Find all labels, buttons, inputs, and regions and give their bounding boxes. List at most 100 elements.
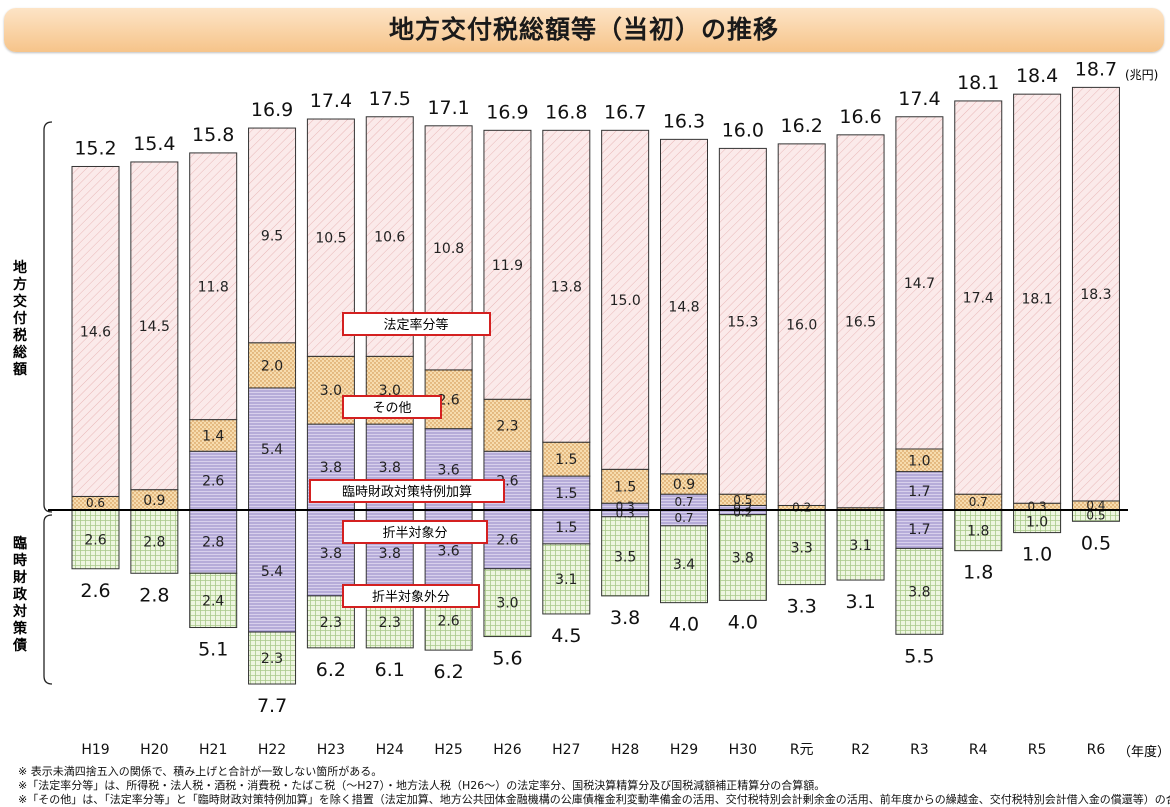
bar-upper-hotei-H19 (71, 165, 120, 497)
x-tick-H27: H27 (552, 742, 580, 758)
bar-upper-hotei-R4 (954, 100, 1003, 495)
bar-upper-sonota-H22 (248, 342, 297, 389)
total-upper-H23: 17.4 (310, 90, 352, 112)
bar-lower-seppangai-H28 (601, 516, 650, 597)
label-lower-rinzai_kasan-H27: 1.5 (555, 520, 577, 536)
bar-lower-seppangai-R3 (895, 547, 944, 635)
total-upper-H27: 16.8 (545, 101, 587, 123)
label-lower-seppangai-H21: 2.4 (202, 593, 224, 609)
x-tick-H26: H26 (493, 742, 521, 758)
total-lower-R6: 0.5 (1081, 532, 1111, 554)
svg-text:法定率分等: 法定率分等 (383, 317, 448, 333)
label-lower-seppangai-H23: 2.3 (320, 615, 342, 631)
total-lower-H28: 3.8 (610, 607, 640, 629)
bar-upper-hotei-H20 (130, 161, 179, 491)
total-lower-R2: 3.1 (845, 591, 875, 613)
label-upper-hotei-R5: 18.1 (1022, 292, 1053, 308)
label-lower-rinzai_kasan-H23: 3.8 (320, 546, 342, 562)
label-lower-seppangai-H26: 3.0 (496, 596, 518, 612)
total-lower-H22: 7.7 (257, 695, 287, 717)
label-upper-sonota-H21: 1.4 (202, 428, 224, 444)
label-upper-rinzai_kasan-H25: 3.6 (437, 462, 459, 478)
x-tick-R2: R2 (851, 742, 870, 758)
callout-seppan: 折半対象分 (342, 520, 488, 544)
bar-upper-sonota-H27 (542, 441, 591, 477)
total-lower-H29: 4.0 (669, 614, 699, 636)
label-upper-sonota-H22: 2.0 (261, 358, 283, 374)
footnote-3: ※「その他」は、「法定率分等」と「臨時財政対策特例加算」を除く措置（法定加算、地… (18, 793, 1170, 806)
total-lower-H24: 6.1 (375, 659, 405, 681)
x-tick-H20: H20 (140, 742, 168, 758)
total-lower-H23: 6.2 (316, 659, 346, 681)
x-tick-H19: H19 (81, 742, 109, 758)
total-lower-H19: 2.6 (80, 580, 110, 602)
label-upper-hotei-H28: 15.0 (610, 293, 641, 309)
label-lower-rinzai_kasan-H22: 5.4 (261, 564, 283, 580)
total-upper-H28: 16.7 (604, 101, 646, 123)
svg-text:臨時財政対策特例加算: 臨時財政対策特例加算 (342, 484, 472, 500)
x-axis-ticks: H19 H20 H21 H22 H23 H24 H25 H26 H27 H28 H29 H30 R元 R2… (81, 742, 1105, 758)
svg-text:折半対象外分: 折半対象外分 (372, 590, 450, 605)
label-lower-rinzai_kasan-H25: 3.6 (437, 544, 459, 560)
label-lower-rinzai_kasan-H21: 2.8 (202, 535, 224, 551)
bar-lower-seppangai-H22 (248, 631, 297, 685)
total-lower-H20: 2.8 (139, 584, 169, 606)
upper-bracket (43, 121, 53, 513)
label-lower-seppangai-H19: 2.6 (84, 532, 106, 548)
label-upper-hotei-H26: 11.9 (492, 258, 523, 274)
label-lower-seppangai-R元: 3.3 (791, 540, 813, 556)
total-lower-H30: 4.0 (728, 611, 758, 633)
label-upper-rinzai_kasan-H30: 0.2 (733, 501, 752, 515)
label-lower-rinzai_kasan-H26: 2.6 (496, 532, 518, 548)
chart-title: 地方交付税総額等（当初）の推移 (388, 15, 779, 44)
label-lower-seppangai-H30: 3.8 (732, 550, 754, 566)
bar-upper-hotei-R6 (1071, 86, 1120, 502)
total-lower-H27: 4.5 (551, 625, 581, 647)
label-upper-rinzai_kasan-H27: 1.5 (555, 486, 577, 502)
total-upper-H24: 17.5 (369, 88, 411, 110)
total-upper-H21: 15.8 (192, 124, 234, 146)
bar-upper-rinzai_kasan-R3 (895, 471, 944, 511)
bar-upper-hotei-H28 (601, 129, 650, 470)
total-upper-H29: 16.3 (663, 110, 705, 132)
bar-upper-hotei-H27 (542, 129, 591, 443)
svg-text:その他: その他 (372, 401, 411, 416)
bar-upper-hotei-H29 (660, 138, 708, 475)
label-upper-hotei-R元: 16.0 (786, 318, 817, 334)
label-upper-sonota-H28: 1.5 (614, 479, 636, 495)
total-upper-R6: 18.7 (1075, 58, 1117, 80)
label-upper-sonota-H26: 2.3 (496, 418, 518, 434)
x-tick-H30: H30 (729, 742, 757, 758)
bar-lower-seppangai-H30 (718, 514, 767, 601)
total-lower-R元: 3.3 (787, 596, 817, 618)
x-tick-H25: H25 (434, 742, 462, 758)
bar-upper-hotei-H21 (189, 152, 238, 421)
label-upper-hotei-H27: 13.8 (551, 279, 582, 295)
total-upper-R2: 16.6 (839, 106, 881, 128)
svg-text:折半対象分: 折半対象分 (382, 526, 447, 541)
bar-lower-seppangai-H20 (130, 509, 179, 574)
bar-upper-hotei-H30 (718, 147, 767, 495)
label-lower-rinzai_kasan-H30: 0.2 (733, 505, 752, 519)
total-upper-H22: 16.9 (251, 99, 293, 121)
label-upper-hotei-H20: 14.5 (139, 319, 170, 335)
label-lower-seppangai-R2: 3.1 (849, 538, 871, 554)
total-lower-R4: 1.8 (963, 562, 993, 584)
label-upper-hotei-R4: 17.4 (963, 291, 994, 307)
total-upper-R3: 17.4 (898, 88, 940, 110)
label-upper-sonota-H25: 2.6 (437, 392, 459, 408)
bar-lower-seppangai-H27 (542, 543, 591, 615)
total-lower-H21: 5.1 (198, 639, 228, 661)
label-lower-seppangai-H20: 2.8 (143, 535, 165, 551)
left-label-lower: 臨時財政対策債 (12, 535, 28, 654)
segment-labels: 0.6 14.6 2.6 0.9 14.5 2.8 2.6 1.4 11.8 2.8 2.4 5.4 2… (80, 228, 1112, 667)
label-upper-sonota-H27: 1.5 (555, 452, 577, 468)
label-upper-sonota-H30: 0.5 (733, 493, 752, 507)
label-lower-seppangai-H24: 2.3 (379, 615, 401, 631)
title-banner: 地方交付税総額等（当初）の推移 (4, 8, 1164, 52)
label-upper-hotei-R3: 14.7 (904, 276, 935, 292)
label-lower-seppangai-R4: 1.8 (967, 523, 989, 539)
label-upper-hotei-H21: 11.8 (198, 279, 229, 295)
callout-sonota: その他 (342, 395, 442, 419)
